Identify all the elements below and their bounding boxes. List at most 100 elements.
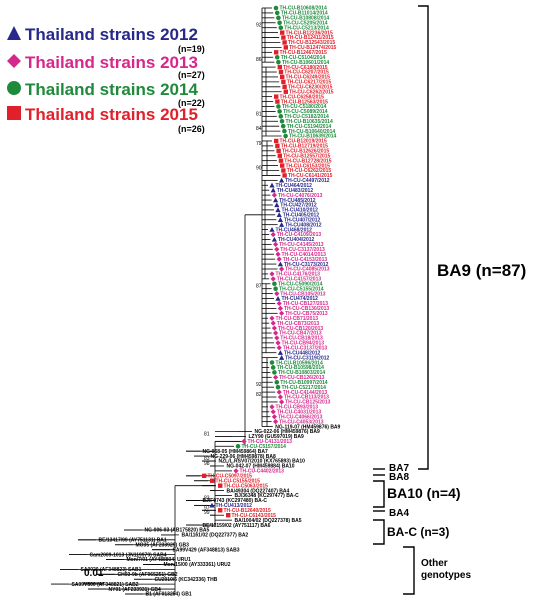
leaf-label: MO35 (AF233929) GB3: [136, 542, 190, 548]
legend-count-2012: (n=19): [178, 44, 205, 54]
leaf-marker-diamond: [276, 389, 282, 395]
leaf-marker-diamond: [273, 374, 279, 380]
group-label-ba4: BA4: [389, 508, 410, 519]
leaf-label: TH-CU-B10803/2014: [278, 370, 325, 376]
leaf-marker-diamond: [269, 315, 275, 321]
leaf-marker-triangle: [269, 226, 275, 232]
leaf-marker-square: [278, 69, 284, 75]
leaf-label: TH-CU-C5155/2014: [279, 286, 324, 292]
leaf-label: TH-CU-B12640/2015: [224, 508, 271, 514]
group-label-ba9: BA9 (n=87): [437, 261, 527, 280]
leaf-label: TH-CU-B12626/2015: [282, 149, 329, 155]
leaf-label: TH-CU-C6141/2015: [288, 173, 333, 179]
leaf-label: TH-CU-C5104/2014: [281, 55, 326, 61]
leaf-marker-square: [210, 478, 215, 483]
leaf-marker-square: [283, 45, 288, 50]
bootstrap-value: 79: [256, 141, 262, 147]
leaf-marker-circle: [277, 20, 282, 26]
leaf-marker-diamond: [276, 300, 282, 307]
leaf-label: TH-CU-C6262/2015: [289, 89, 334, 95]
leaf-label: TH-CU-CB130/2013: [284, 306, 330, 312]
leaf-label: TH-CU483/2012: [277, 188, 314, 194]
leaf-label: TH-CU-B10608/2014: [280, 6, 327, 12]
leaf-marker-circle: [270, 365, 276, 370]
leaf-marker-square: [218, 483, 223, 488]
leaf-label: TH-CU-CB113/2013: [284, 395, 329, 401]
leaf-marker-square: [218, 508, 223, 513]
leaf-label: TH-CU-C5213/2014: [284, 25, 329, 31]
leaf-marker-square: [281, 79, 286, 85]
leaf-marker-square: [276, 148, 281, 154]
leaf-marker-square: [275, 143, 280, 149]
leaf-marker-square: [202, 473, 207, 479]
legend-item-2013: Thailand strains 2013: [6, 52, 198, 73]
leaf-marker-circle: [274, 54, 280, 60]
bootstrap-value: 90: [256, 166, 262, 172]
circle-marker-icon: [7, 81, 21, 95]
leaf-label: TH-CU-C4053/2013: [279, 419, 324, 425]
leaf-label: TH-CU-CB71/2013: [276, 316, 319, 322]
leaf-marker-triangle: [276, 212, 282, 218]
leaf-marker-triangle: [277, 350, 283, 355]
leaf-marker-square: [281, 35, 286, 40]
leaf-label: TH-CU-CB127/2013: [283, 301, 329, 307]
leaf-marker-diamond: [275, 340, 281, 346]
leaf-marker-circle: [276, 59, 281, 65]
legend-label-2015: Thailand strains 2015: [25, 105, 198, 124]
leaf-label: TH-CU-B12019/2015: [280, 139, 327, 145]
leaf-marker-square: [283, 89, 288, 94]
leaf-label: TH-CU-B12411/2015: [287, 35, 334, 41]
group-label-other: Other genotypes: [421, 558, 472, 581]
leaf-label: TH-CU-C6217/2015: [287, 80, 332, 86]
leaf-label: BJ/36348 (KC297477) BA-C: [235, 493, 300, 499]
leaf-label: TH-CU-C4109/2013: [277, 232, 322, 238]
bootstrap-value: 81: [204, 431, 210, 437]
leaf-marker-circle: [274, 379, 280, 385]
leaf-label: TH-CU-C5157/2014: [242, 444, 287, 450]
group-label-ba8: BA8: [389, 472, 410, 483]
leaf-label: Mon/15/00 (AY333361) URU2: [164, 562, 231, 568]
leaf-marker-diamond: [273, 419, 279, 425]
leaf-label: TH-CU-B11014/2014: [281, 11, 328, 17]
leaf-marker-diamond: [241, 438, 247, 444]
leaf-marker-circle: [274, 10, 280, 16]
leaf-label: Mon/7/01 (AY488804) URU1: [127, 557, 192, 563]
leaf-label: TH-CU407/2012: [284, 217, 321, 223]
legend-label-2012: Thailand strains 2012: [25, 25, 198, 44]
leaf-label: TH-CU-C4031/2013: [277, 409, 322, 415]
leaf-label: NG-068-05 (HM459864) BA7: [203, 449, 269, 455]
leaf-marker-triangle: [279, 222, 285, 227]
leaf-marker-diamond: [271, 192, 277, 198]
legend-count-2015: (n=26): [178, 124, 205, 134]
leaf-label: TH-CU-C4153/2013: [283, 257, 328, 263]
legend-count-2014: (n=22): [178, 98, 205, 108]
leaf-label: BJ/F0743 (KC297480) BA-C: [203, 498, 268, 504]
leaf-marker-diamond: [276, 256, 282, 262]
leaf-label: TH-CU-B10601/2014: [282, 60, 329, 66]
leaf-label: TH-CU-CB120/2013: [278, 326, 324, 332]
leaf-marker-diamond: [274, 246, 280, 252]
bootstrap-value: 92: [256, 23, 262, 29]
leaf-marker-square: [274, 94, 279, 99]
leaf-label: TH-CU474/2012: [282, 296, 319, 302]
leaf-label: NG-022-06 (HM459876) BA9: [255, 429, 321, 435]
group-brackets: [373, 5, 429, 595]
leaf-label: CH93-9b (AF065251) GB2: [118, 572, 178, 578]
leaf-label: TH-CU-B10639/2014: [289, 134, 336, 140]
bootstrap-value: 84: [256, 126, 262, 132]
leaf-marker-square: [275, 99, 280, 104]
leaf-label: TH-CU-CB125/2013: [285, 400, 331, 406]
leaf-marker-circle: [276, 15, 281, 21]
leaf-label: TH-CU-CB105/2013: [280, 291, 326, 297]
leaf-marker-diamond: [269, 404, 275, 410]
leaf-label: TH-CU-C6143/2015: [232, 513, 277, 519]
leaf-label: TH-CU-C4131/2013: [248, 439, 293, 445]
leaf-label: TH-CU-B12467/2015: [280, 50, 327, 56]
leaf-marker-circle: [280, 123, 286, 129]
leaf-label: TH-CU-C6258/2015: [280, 94, 325, 100]
leaf-marker-circle: [269, 360, 275, 365]
bootstrap-value: 99: [204, 510, 210, 516]
bootstrap-value: 87: [256, 284, 262, 290]
leaf-label: TH-CU-C3137/2013: [280, 247, 325, 253]
triangle-marker-icon: [7, 26, 21, 40]
